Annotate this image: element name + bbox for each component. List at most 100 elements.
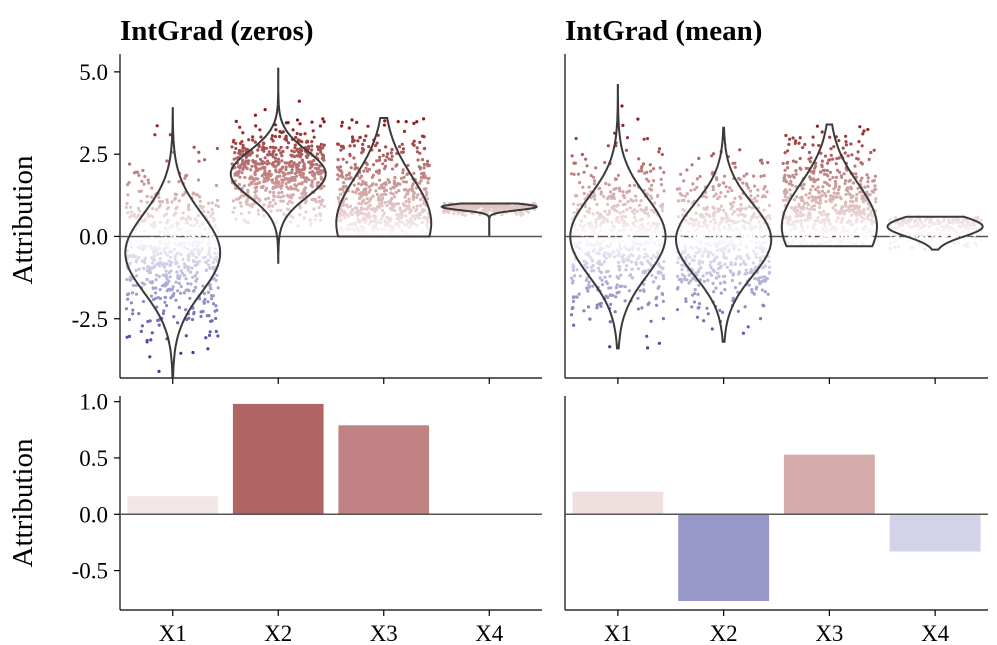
data-point — [317, 206, 321, 210]
data-point — [699, 235, 703, 239]
data-point — [321, 198, 325, 202]
data-point — [723, 234, 727, 238]
data-point — [830, 228, 835, 232]
data-point — [319, 202, 323, 207]
data-point — [767, 259, 771, 263]
data-point — [746, 232, 751, 236]
data-point — [192, 247, 197, 251]
data-point — [305, 140, 309, 144]
data-point — [177, 233, 181, 237]
data-point — [942, 219, 946, 223]
data-point — [615, 248, 619, 253]
data-point — [739, 212, 743, 216]
data-point — [682, 179, 686, 183]
data-point — [702, 319, 706, 323]
data-point — [657, 243, 662, 247]
data-point — [642, 289, 646, 293]
data-point — [808, 175, 812, 179]
data-point — [187, 215, 191, 219]
data-point — [259, 185, 263, 189]
data-point — [829, 147, 833, 151]
data-point — [319, 213, 323, 217]
data-point — [866, 127, 870, 132]
data-point — [191, 191, 196, 195]
data-point — [757, 276, 762, 280]
data-point — [584, 286, 589, 290]
data-point — [713, 256, 718, 260]
data-point — [574, 136, 578, 141]
data-point — [288, 179, 292, 184]
data-point — [343, 216, 347, 220]
data-point — [181, 216, 185, 220]
data-point — [161, 237, 165, 241]
data-point — [158, 199, 162, 204]
data-point — [165, 201, 170, 205]
data-point — [293, 183, 297, 187]
data-point — [722, 217, 726, 221]
data-point — [207, 231, 211, 235]
data-point — [167, 279, 171, 283]
data-point — [383, 167, 387, 171]
data-point — [376, 220, 380, 224]
data-point — [676, 215, 681, 219]
data-point — [622, 234, 626, 238]
data-point — [347, 173, 351, 177]
data-point — [141, 248, 145, 252]
data-point — [717, 242, 721, 246]
data-point — [788, 215, 792, 219]
data-point — [569, 172, 574, 176]
data-point — [381, 214, 385, 218]
data-point — [705, 271, 709, 275]
data-point — [385, 216, 389, 220]
data-point — [689, 246, 693, 250]
data-point — [693, 187, 697, 192]
data-point — [155, 262, 159, 267]
data-point — [706, 224, 710, 228]
data-point — [824, 194, 828, 198]
data-point — [819, 211, 823, 215]
data-point — [637, 157, 641, 161]
data-point — [714, 276, 718, 280]
data-point — [948, 220, 952, 225]
data-point — [867, 228, 872, 232]
data-point — [838, 170, 842, 174]
data-point — [843, 229, 847, 233]
data-point — [788, 188, 792, 192]
data-point — [734, 257, 739, 261]
data-point — [469, 204, 473, 208]
data-point — [595, 261, 600, 265]
data-point — [174, 262, 178, 266]
data-point — [418, 167, 422, 171]
data-point — [657, 237, 662, 241]
data-point — [649, 319, 653, 323]
data-point — [202, 237, 206, 241]
data-point — [862, 212, 867, 216]
data-point — [177, 222, 181, 226]
data-point — [197, 150, 201, 154]
data-point — [286, 121, 290, 125]
data-point — [145, 338, 149, 343]
data-point — [684, 297, 688, 301]
data-point — [709, 260, 713, 264]
data-point — [738, 242, 742, 246]
data-point — [157, 195, 161, 200]
data-point — [824, 199, 828, 204]
data-point — [412, 143, 416, 147]
data-point — [754, 225, 758, 229]
data-point — [168, 264, 172, 268]
data-point — [576, 203, 580, 207]
data-point — [653, 221, 657, 225]
data-point — [573, 228, 578, 232]
data-point — [377, 171, 381, 175]
data-point — [690, 305, 694, 309]
data-point — [709, 219, 713, 224]
data-point — [236, 165, 240, 169]
data-point — [750, 226, 754, 230]
data-point — [795, 208, 800, 212]
data-point — [253, 171, 257, 175]
data-point — [894, 239, 898, 243]
data-point — [393, 195, 397, 199]
data-point — [298, 196, 302, 200]
data-point — [411, 205, 416, 210]
data-point — [388, 219, 392, 223]
